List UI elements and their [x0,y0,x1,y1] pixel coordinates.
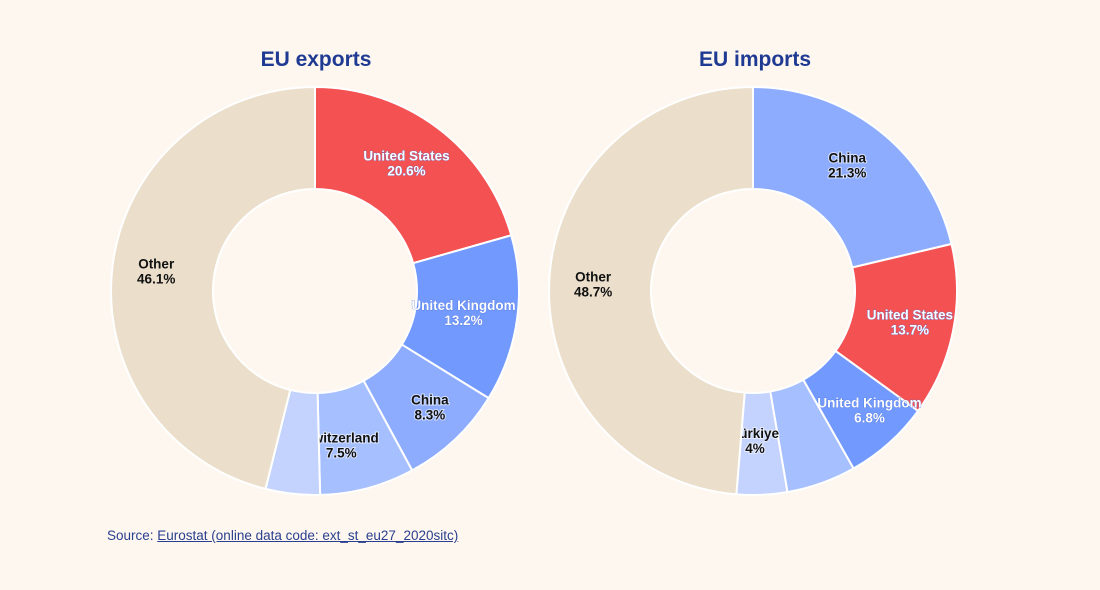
exports-slice-switzerland-label: Switzerland 7.5% [304,431,379,461]
exports-slice-china-name: China [411,392,449,407]
exports-slice-switzerland-name: Switzerland [304,431,379,446]
imports-slice-united-states-value: 13.7% [891,322,929,337]
exports-slice-switzerland-value: 7.5% [326,446,357,461]
imports-slice-united-kingdom-value: 6.8% [854,410,885,425]
imports-slice-other[interactable] [548,85,754,496]
imports-slice-united-states-label: United States 13.7% [867,307,953,337]
eu-exports-title: EU exports [261,48,372,71]
eu-imports-donut: China 21.3% United States 13.7% United Kingd… [548,48,958,496]
source-note: Source: Eurostat (online data code: ext_… [107,528,458,543]
eu-exports-donut: United States 20.6% United Kingdom 13.2% Chi… [110,48,520,496]
imports-slice-united-kingdom-label: United Kingdom 6.8% [817,395,921,425]
exports-slice-united-states-name: United States [363,148,449,163]
exports-slice-china-value: 8.3% [415,407,446,422]
imports-slice-t-rkiye-value: 4% [745,441,765,456]
imports-slice-other-value: 48.7% [574,284,612,299]
exports-slice-united-kingdom-value: 13.2% [444,313,482,328]
imports-slice-china-value: 21.3% [828,166,866,181]
exports-slice-united-states-label: United States 20.6% [363,148,449,178]
imports-slice-other-label: Other 48.7% [574,269,612,299]
source-link[interactable]: Eurostat (online data code: ext_st_eu27_… [157,528,459,543]
exports-slice-united-kingdom-label: United Kingdom 13.2% [411,298,515,328]
exports-slice-united-states-value: 20.6% [387,163,425,178]
exports-slice-other-name: Other [138,256,175,271]
imports-slice-china-label: China 21.3% [828,151,866,181]
exports-slice-other-label: Other 46.1% [137,256,175,286]
imports-slice-china[interactable] [752,85,953,269]
exports-slice-china-label: China 8.3% [411,392,449,422]
imports-slice-other-name: Other [575,269,612,284]
eu-imports-title: EU imports [699,48,811,71]
exports-slice-other[interactable] [110,85,316,491]
imports-slice-china-name: China [828,151,866,166]
imports-slice-united-kingdom-name: United Kingdom [817,395,921,410]
source-prefix: Source: [107,528,158,543]
exports-slice-united-kingdom-name: United Kingdom [411,298,515,313]
exports-slice-united-states[interactable] [314,85,513,265]
exports-slice-other-value: 46.1% [137,271,175,286]
imports-slice-united-states-name: United States [867,307,953,322]
